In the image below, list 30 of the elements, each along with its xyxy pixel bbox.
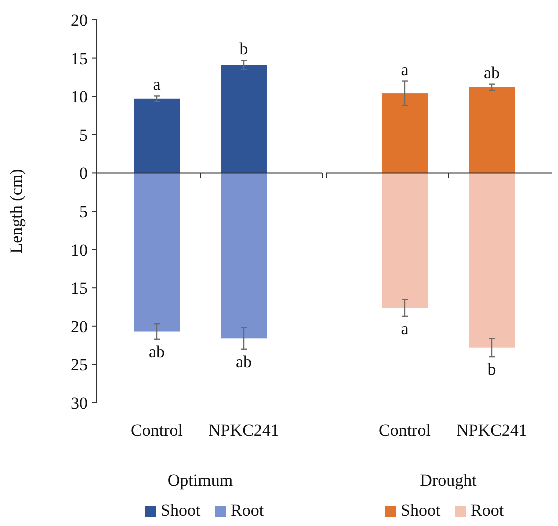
y-tick-label: 25 [71,356,88,375]
y-tick-label: 5 [80,126,88,145]
x-tick-label: Control [379,421,432,440]
x-tick-label: NPKC241 [456,421,528,440]
data-label: ab [484,63,500,82]
data-label: ab [236,352,252,372]
text: Drought [420,471,478,490]
data-label: a [153,75,162,94]
y-axis-title: Length (cm) [7,169,26,254]
legend-label: Shoot [401,501,441,520]
x-tick-label: Control [131,421,184,440]
legend-label: Shoot [161,501,201,520]
data-label: a [401,319,410,338]
text: Optimum [168,471,234,490]
y-tick-label: 0 [80,164,88,184]
y-tick-label: 5 [80,202,88,222]
x-tick-label: NPKC241 [208,421,280,440]
legend-label: Root [471,501,504,520]
data-label: b [240,40,248,59]
data-label: ab [148,342,166,362]
y-tick-label: 30 [71,394,88,413]
y-tick-label: 10 [71,88,88,107]
y-tick-label: 15 [71,49,88,68]
legend-label: Root [231,501,264,520]
y-tick-label: 15 [71,279,88,298]
y-tick-label: 10 [71,240,88,260]
data-label: a [401,60,410,80]
data-label: b [488,360,496,380]
y-tick-label: 20 [71,11,88,30]
y-tick-label: 20 [71,317,88,336]
